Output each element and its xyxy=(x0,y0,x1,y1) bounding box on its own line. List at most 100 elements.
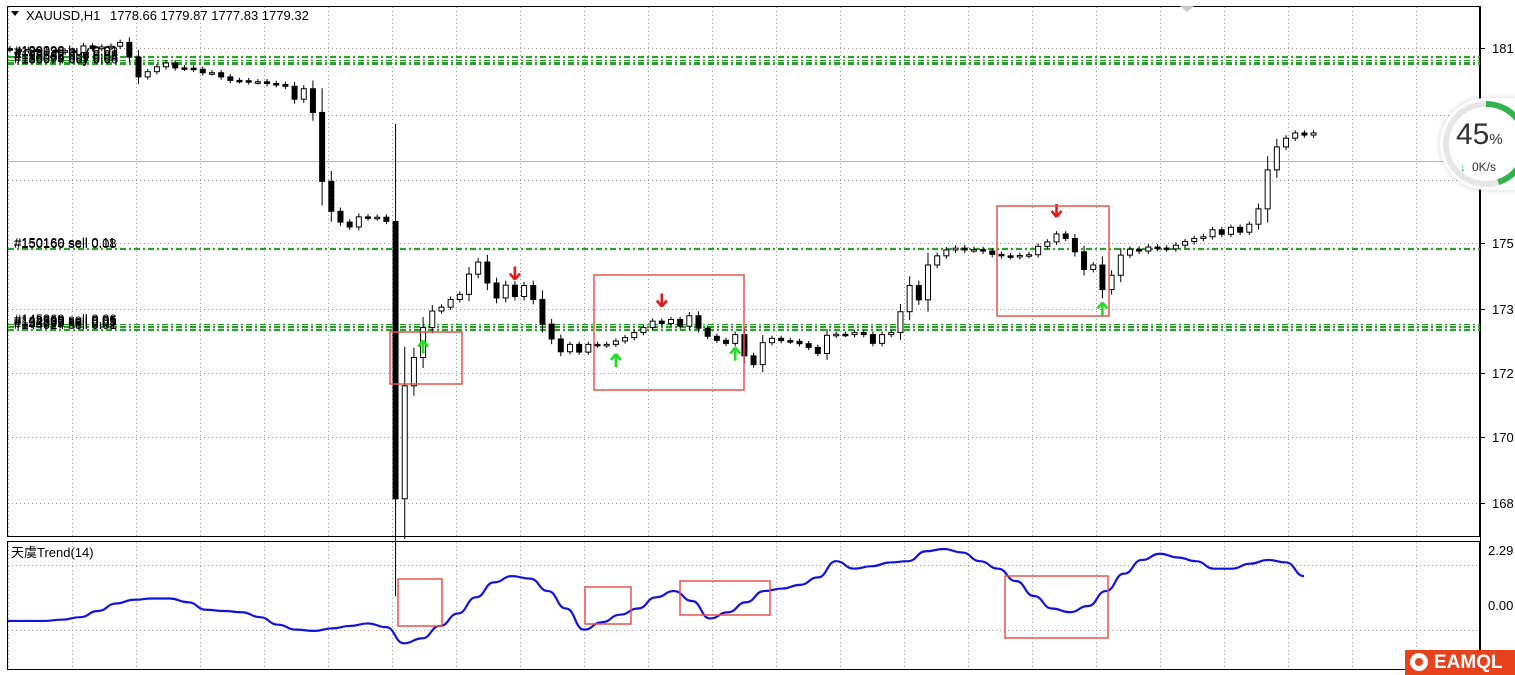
candle-body xyxy=(98,46,105,50)
candle-body xyxy=(319,111,326,182)
candle-body xyxy=(980,249,987,252)
candle-body xyxy=(1227,226,1234,235)
highlight-boxes-indicator xyxy=(397,575,1109,639)
candle-body xyxy=(153,66,160,73)
progress-gauge: 45% ↓ 0K/s xyxy=(1440,98,1515,190)
indicator-frame xyxy=(7,541,1480,670)
candle-body xyxy=(888,332,895,336)
candle-body xyxy=(1099,264,1106,291)
candle-body xyxy=(1136,248,1143,252)
indicator-highlight-box xyxy=(1004,575,1109,639)
candle-body xyxy=(998,253,1005,257)
candle-body xyxy=(934,255,941,266)
candle-body xyxy=(667,318,674,324)
candle-body xyxy=(1154,246,1161,250)
scroll-marker-icon[interactable] xyxy=(1180,6,1194,12)
main-chart-frame xyxy=(7,6,1480,537)
candle-body xyxy=(383,216,390,222)
candle-body xyxy=(475,261,482,275)
candle-body xyxy=(493,282,500,299)
candle-body xyxy=(7,48,13,51)
candle-body xyxy=(594,343,601,347)
candle-body xyxy=(107,45,114,49)
candle-body xyxy=(1071,237,1078,253)
candle-body xyxy=(1255,208,1262,225)
chart-menu-triangle-icon[interactable] xyxy=(11,11,19,16)
candle-body xyxy=(750,355,757,366)
candle-body xyxy=(208,72,215,75)
down-arrow-icon: ↓ xyxy=(1460,160,1466,174)
candle-body xyxy=(117,41,124,47)
candle-body xyxy=(833,333,840,337)
candle-body xyxy=(631,332,638,339)
progress-ring xyxy=(1443,101,1515,187)
candle-body xyxy=(925,264,931,301)
indicator-scale-zero: 0.00 xyxy=(1488,598,1513,613)
candle-body xyxy=(1310,132,1317,136)
candle-body xyxy=(1273,146,1280,171)
price-tick-label: 173 xyxy=(1492,302,1514,317)
candle-body xyxy=(539,298,546,325)
candle-body xyxy=(1035,245,1042,256)
candle-body xyxy=(1007,255,1014,258)
candle-body xyxy=(585,343,592,353)
candle-body xyxy=(1237,226,1244,233)
candle-body xyxy=(254,81,261,84)
candle-body xyxy=(915,285,922,301)
indicator-scale-top: 2.29 xyxy=(1488,543,1513,558)
candle-body xyxy=(300,88,307,100)
candle-body xyxy=(346,221,353,228)
candle-body xyxy=(25,48,32,52)
buy-arrow-icon xyxy=(417,339,430,354)
indicator-highlight-box xyxy=(584,586,632,625)
candle-body xyxy=(1163,247,1170,251)
candle-body xyxy=(521,285,528,298)
candle-body xyxy=(163,62,170,68)
candle-body xyxy=(658,320,665,324)
candle-body xyxy=(713,335,720,341)
candle-body xyxy=(768,337,775,344)
order-label: #150160 sell 0.11 xyxy=(14,235,116,250)
candle-body xyxy=(218,72,225,78)
candle-body xyxy=(649,320,656,329)
order-label: #145269 sell 0.06 xyxy=(14,311,117,326)
candle-body xyxy=(355,216,362,228)
candle-body xyxy=(172,62,179,69)
candle-body xyxy=(374,216,381,220)
candle-body xyxy=(879,334,886,344)
candle-body xyxy=(456,293,463,300)
candle-body xyxy=(466,273,472,295)
candle-body xyxy=(1172,244,1179,250)
candle-body xyxy=(190,67,197,71)
candle-body xyxy=(970,249,977,252)
candle-body xyxy=(16,49,23,52)
candle-body xyxy=(1016,254,1023,258)
signal-arrows xyxy=(417,203,1109,367)
candle-body xyxy=(906,285,913,313)
order-label: #134233 sell 0.03 xyxy=(14,314,117,329)
candle-body xyxy=(1292,132,1299,139)
vertical-grid xyxy=(8,7,1417,669)
candle-body xyxy=(778,337,785,342)
download-speed: ↓ 0K/s xyxy=(1460,160,1497,174)
candle-body xyxy=(1191,237,1198,243)
highlight-boxes-main xyxy=(389,205,1110,391)
candle-body xyxy=(1246,223,1253,233)
candle-body xyxy=(1200,236,1207,239)
progress-percent: 45% xyxy=(1456,118,1503,151)
candle-body xyxy=(686,315,693,327)
order-label: #129583 buy 0.03 xyxy=(14,49,118,64)
candle-body xyxy=(732,334,739,344)
highlight-box xyxy=(996,205,1110,317)
candle-body xyxy=(236,79,243,83)
candle-body xyxy=(282,84,289,87)
candle-body xyxy=(869,334,876,344)
candle-body xyxy=(1044,241,1051,247)
candle-body xyxy=(860,332,867,336)
candle-body xyxy=(227,76,234,81)
candles xyxy=(7,37,1317,597)
candle-body xyxy=(897,311,904,334)
price-tick-label: 181 xyxy=(1492,41,1514,56)
candle-body xyxy=(328,180,335,212)
